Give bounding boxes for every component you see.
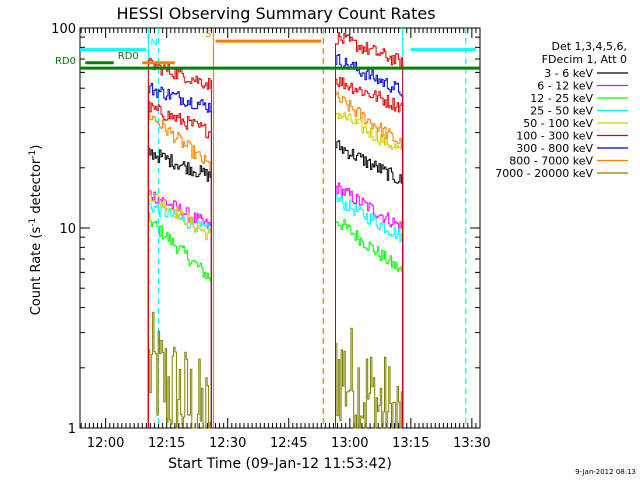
series-5-segment-0	[147, 147, 212, 428]
axis-ticks	[80, 28, 481, 429]
flag-label-rd0: RD0	[118, 51, 139, 62]
legend-entry-label: 6 - 12 keV	[537, 80, 593, 93]
y-tick-labels: 1 10 100	[51, 22, 76, 437]
data-series	[147, 32, 404, 429]
y-tick-label: 100	[51, 22, 76, 37]
series-4-segment-1	[335, 112, 404, 428]
series-0-segment-1	[335, 327, 404, 429]
series-7-segment-0	[147, 101, 212, 428]
y-axis-label: Count Rate (s-1 detector-1)	[28, 145, 44, 316]
series-2-segment-0	[147, 189, 212, 428]
x-tick-label: 12:30	[209, 436, 246, 451]
y-axis-label-sup2: -1	[28, 150, 38, 159]
x-tick-label: 13:15	[392, 436, 429, 451]
x-tick-label: 13:00	[331, 436, 368, 451]
legend-entry-label: 800 - 7000 keV	[509, 155, 593, 168]
flag-label-rd0: RD0	[55, 56, 76, 67]
legend-entry-label: 300 - 800 keV	[516, 142, 593, 155]
series-5-segment-1	[335, 140, 404, 428]
x-tick-label: 13:30	[453, 436, 490, 451]
series-6-segment-1	[335, 91, 404, 428]
x-tick-label: 12:45	[270, 436, 307, 451]
legend: Det 1,3,4,5,6, FDecim 1, Att 0 3 - 6 keV…	[495, 40, 628, 180]
series-8-segment-1	[335, 54, 404, 428]
legend-header-2: FDecim 1, Att 0	[542, 53, 627, 66]
series-3-segment-0	[147, 202, 212, 428]
series-6-segment-0	[147, 110, 212, 428]
series-7-segment-1	[335, 77, 404, 428]
y-tick-label: 10	[59, 222, 76, 237]
y-axis-label-part3: )	[29, 145, 44, 150]
chart-title: HESSI Observing Summary Count Rates	[116, 4, 435, 23]
x-tick-label: 12:15	[148, 436, 185, 451]
flag-bars: RD0 RD0 S N	[55, 29, 480, 70]
legend-entry-label: 25 - 50 keV	[530, 105, 593, 118]
legend-entry-label: 12 - 25 keV	[530, 92, 593, 105]
flag-label-n: N	[150, 38, 157, 49]
legend-header-1: Det 1,3,4,5,6,	[551, 40, 627, 53]
series-0-segment-0	[147, 311, 212, 429]
series-4-segment-0	[147, 189, 212, 428]
legend-entry-label: 7000 - 20000 keV	[495, 167, 593, 180]
series-2-segment-1	[335, 182, 404, 428]
x-axis-label: Start Time (09-Jan-12 11:53:42)	[168, 456, 392, 472]
legend-entry-label: 100 - 300 keV	[516, 130, 593, 143]
y-axis-label-part1: Count Rate (s	[29, 227, 44, 316]
y-tick-label: 1	[68, 422, 76, 437]
series-1-segment-0	[147, 212, 212, 428]
flag-label-s: S	[205, 29, 211, 40]
x-tick-labels: 12:00 12:15 12:30 12:45 13:00 13:15 13:30	[87, 436, 491, 451]
series-9-segment-1	[335, 32, 404, 428]
series-3-segment-1	[335, 194, 404, 428]
series-1-segment-1	[335, 219, 404, 428]
y-axis-label-sup1: -1	[28, 218, 38, 227]
footer-timestamp: 9-Jan-2012 08:13	[575, 468, 636, 476]
series-8-segment-0	[147, 83, 212, 428]
y-axis-label-part2: detector	[29, 158, 44, 218]
legend-entry-label: 50 - 100 keV	[523, 117, 593, 130]
legend-entry-label: 3 - 6 keV	[544, 67, 593, 80]
x-tick-label: 12:00	[87, 436, 124, 451]
